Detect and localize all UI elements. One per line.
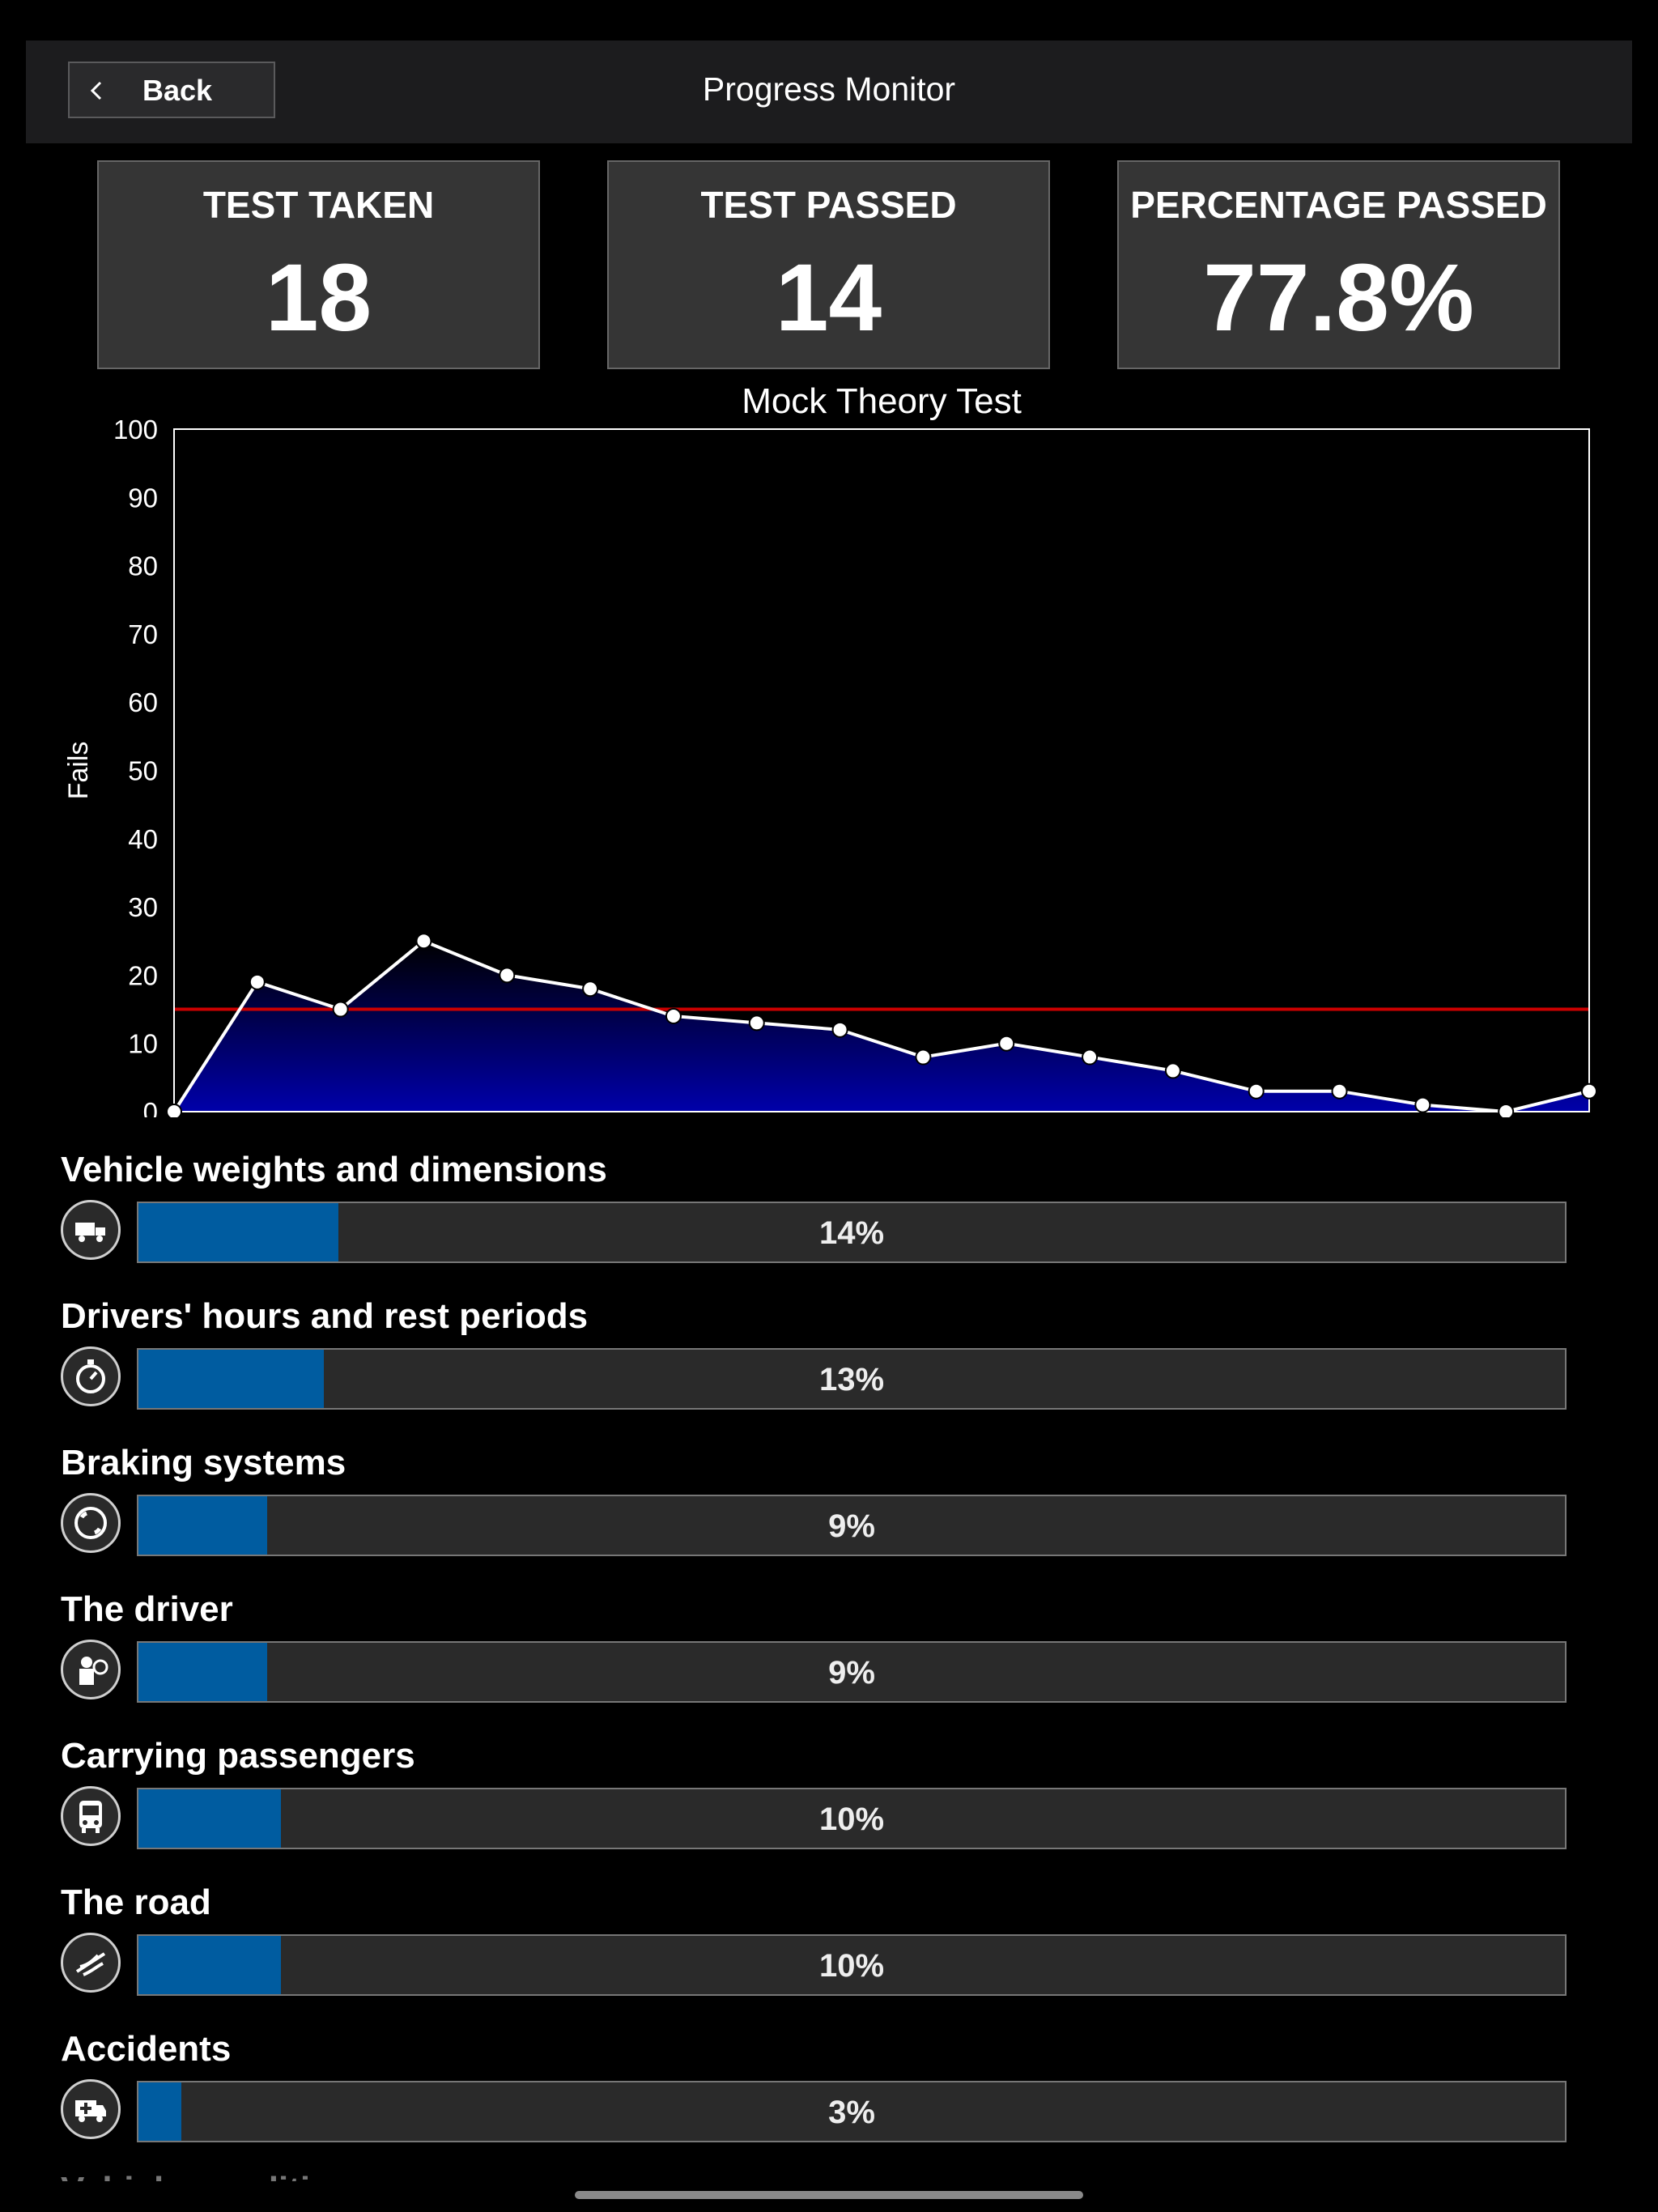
stat-value: 77.8% (1203, 245, 1474, 351)
data-point (748, 1015, 765, 1032)
stat-label: TEST TAKEN (202, 184, 435, 226)
bus-icon (61, 1786, 121, 1846)
brake-icon (61, 1493, 121, 1553)
progress-percentage: 10% (818, 1802, 885, 1837)
category-title: The road (61, 1882, 211, 1922)
ambulance-icon (61, 2079, 121, 2139)
progress-fill (138, 1789, 282, 1848)
progress-fill (138, 1936, 282, 1994)
back-button[interactable]: Back (68, 62, 275, 118)
data-point (915, 1049, 932, 1066)
y-tick-label: 30 (128, 892, 158, 922)
stat-tests-passed: TEST PASSED 14 (607, 160, 1050, 369)
y-tick-label: 90 (128, 483, 158, 513)
data-point (166, 1104, 182, 1117)
data-point (1414, 1096, 1431, 1113)
category-progress-bar[interactable]: 9% (137, 1641, 1567, 1703)
data-point (1164, 1062, 1181, 1079)
truck-icon (61, 1200, 121, 1260)
y-axis-label: Fails (63, 742, 94, 800)
category-progress-bar[interactable]: 9% (137, 1495, 1567, 1556)
y-tick-label: 20 (128, 960, 158, 990)
category-title: The driver (61, 1589, 233, 1629)
progress-fill (138, 2082, 181, 2141)
progress-percentage: 9% (828, 1508, 875, 1544)
category-progress-bar[interactable]: 10% (137, 1934, 1567, 1996)
data-point (582, 981, 599, 998)
stat-label: TEST PASSED (700, 184, 957, 226)
data-point (499, 967, 516, 984)
progress-percentage: 3% (828, 2095, 875, 2130)
chart-title: Mock Theory Test (742, 381, 1022, 421)
data-point (1331, 1083, 1348, 1100)
y-tick-label: 0 (143, 1097, 158, 1117)
data-point (665, 1007, 682, 1024)
data-point (998, 1035, 1015, 1052)
data-point (831, 1021, 848, 1038)
progress-fill (138, 1496, 267, 1555)
category-title: Accidents (61, 2029, 232, 2069)
stat-tests-taken: TEST TAKEN 18 (97, 160, 540, 369)
chart-area-fill (174, 941, 1589, 1112)
road-icon (61, 1933, 121, 1993)
y-tick-label: 80 (128, 551, 158, 581)
home-indicator[interactable] (575, 2191, 1083, 2199)
progress-percentage: 10% (818, 1948, 885, 1984)
driver-icon (61, 1640, 121, 1699)
progress-fill (138, 1203, 338, 1261)
mock-theory-test-chart: Mock Theory Test Fails 0 10 20 30 40 50 60 70 80 90… (63, 381, 1597, 1117)
data-point (1248, 1083, 1265, 1100)
progress-percentage: 9% (828, 1655, 875, 1691)
stopwatch-icon (61, 1346, 121, 1406)
category-title: Vehicle weights and dimensions (61, 1150, 607, 1189)
y-tick-label: 50 (128, 756, 158, 786)
data-point (1498, 1104, 1515, 1117)
category-progress-bar[interactable]: 10% (137, 1788, 1567, 1849)
category-title-partial: Vehicle condition (61, 2170, 354, 2181)
chevron-left-icon (90, 81, 102, 100)
page-title: Progress Monitor (702, 70, 956, 108)
data-point (332, 1001, 349, 1018)
category-title: Carrying passengers (61, 1736, 415, 1776)
plot-frame (173, 428, 1590, 1112)
y-tick-label: 60 (128, 687, 158, 717)
category-progress-bar[interactable]: 3% (137, 2081, 1567, 2142)
stat-percentage-passed: PERCENTAGE PASSED 77.8% (1117, 160, 1560, 369)
category-title: Drivers' hours and rest periods (61, 1296, 589, 1336)
data-point (1082, 1049, 1099, 1066)
category-progress-bar[interactable]: 14% (137, 1202, 1567, 1263)
progress-percentage: 14% (818, 1215, 885, 1251)
y-tick-label: 100 (113, 415, 158, 445)
y-tick-label: 10 (128, 1029, 158, 1059)
y-tick-label: 70 (128, 619, 158, 649)
progress-fill (138, 1350, 325, 1408)
progress-percentage: 13% (818, 1362, 885, 1397)
data-point (1581, 1083, 1597, 1100)
navigation-bar: Back Progress Monitor (26, 40, 1632, 143)
stat-value: 18 (265, 245, 372, 351)
category-progress-bar[interactable]: 13% (137, 1348, 1567, 1410)
series-line (172, 938, 1590, 1114)
category-title: Braking systems (61, 1443, 346, 1482)
data-point (415, 933, 432, 950)
stat-value: 14 (775, 245, 882, 351)
stat-label: PERCENTAGE PASSED (1130, 184, 1547, 226)
progress-fill (138, 1643, 267, 1701)
data-point (249, 973, 266, 990)
back-button-label: Back (142, 74, 213, 107)
y-tick-label: 40 (128, 824, 158, 854)
